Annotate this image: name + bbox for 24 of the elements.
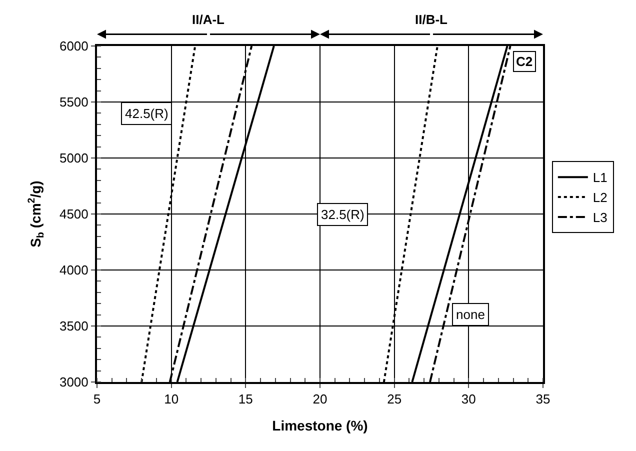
legend-label: L3 (592, 210, 608, 226)
y-tick-label: 4500 (59, 206, 88, 222)
y-tick-label: 3000 (59, 374, 88, 390)
y-tick-label: 4000 (59, 262, 88, 278)
x-tick-label: 35 (536, 392, 550, 407)
text: II/B-L (415, 12, 448, 27)
y-tick-label: 6000 (59, 38, 88, 54)
y-tick-label: 5000 (59, 150, 88, 166)
y-tick-label: 3500 (59, 318, 88, 334)
annotation: 32.5(R) (321, 207, 364, 222)
x-axis-title: Limestone (%) (272, 417, 368, 434)
x-tick-label: 20 (312, 392, 328, 407)
annotation: C2 (516, 54, 533, 69)
text: II/A-L (192, 12, 225, 27)
legend-label: L2 (592, 190, 608, 206)
x-tick-label: 5 (93, 392, 101, 407)
legend-label: L1 (592, 170, 608, 186)
annotation: none (456, 307, 485, 322)
annotation: 42.5(R) (125, 106, 168, 121)
x-tick-label: 25 (387, 392, 402, 407)
x-tick-label: 10 (164, 392, 179, 407)
y-tick-label: 5500 (59, 94, 88, 110)
x-tick-label: 30 (461, 392, 476, 407)
x-tick-label: 15 (238, 392, 253, 407)
